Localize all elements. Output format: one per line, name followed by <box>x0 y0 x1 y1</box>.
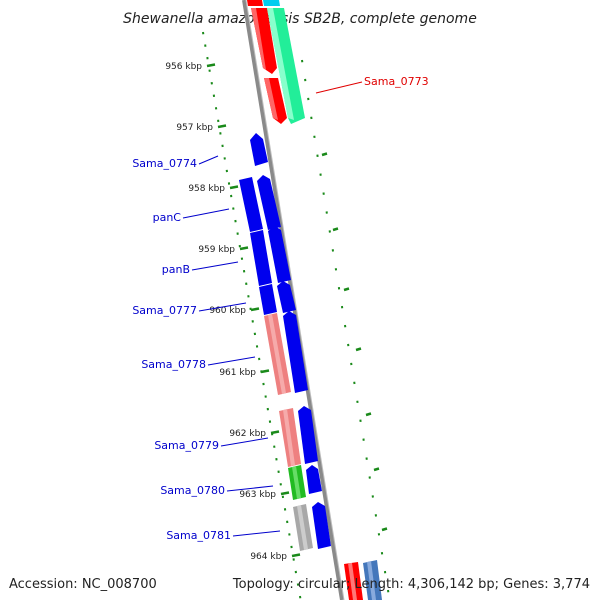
gene-block-red-2-shade <box>264 78 278 120</box>
gene-label-leader <box>220 437 269 447</box>
kbp-tick-mark <box>250 307 260 312</box>
gene-block-sama-0778-shade <box>268 314 286 394</box>
gene-block-sama-0778-blue[interactable] <box>283 311 308 393</box>
gene-label-sama-0777[interactable]: Sama_0777 <box>132 304 197 317</box>
kbp-ticks: 956 kbp 957 kbp 958 kbp 959 kbp 960 kbp 961 k… <box>165 62 388 562</box>
gene-label-leader <box>232 530 281 537</box>
kbp-tick-label: 958 kbp <box>188 184 225 194</box>
kbp-tick-mark <box>260 369 270 374</box>
gene-block-pan-4[interactable] <box>268 226 291 283</box>
minor-tick-mark <box>365 412 372 417</box>
accession-text: Accession: NC_008700 <box>9 577 157 592</box>
gene-block-top-red[interactable] <box>247 0 263 6</box>
gene-label-sama-0774[interactable]: Sama_0774 <box>132 157 197 170</box>
gene-features <box>239 0 382 600</box>
gene-block-sama-0780-blue[interactable] <box>306 465 322 494</box>
gene-label-leader <box>226 485 274 492</box>
gene-label-sama-0781[interactable]: Sama_0781 <box>166 529 231 542</box>
genome-backbone-highlight <box>245 0 345 600</box>
gene-block-sama-0773-shade <box>267 8 294 120</box>
kbp-tick-mark <box>206 63 216 68</box>
kbp-tick-label: 962 kbp <box>229 429 266 439</box>
gene-block-sama-0781-blue[interactable] <box>312 502 331 549</box>
genome-summary-text: Topology: circular; Length: 4,306,142 bp… <box>232 577 590 592</box>
gene-block-sama-0780-shade <box>292 466 301 499</box>
gene-block-pan-1[interactable] <box>239 177 263 232</box>
gene-label-leader <box>198 155 219 165</box>
kbp-tick-label: 959 kbp <box>198 245 235 255</box>
gene-label-leader <box>207 356 256 366</box>
gene-block-sama-0779-shade <box>283 409 295 466</box>
gene-label-panc[interactable]: panC <box>153 211 182 224</box>
kbp-tick-mark <box>270 430 280 435</box>
kbp-tick-label: 960 kbp <box>209 306 246 316</box>
gene-label-panb[interactable]: panB <box>162 263 190 276</box>
minor-tick-mark <box>343 287 350 292</box>
kbp-tick-mark <box>291 553 301 558</box>
gene-block-red-1-shade <box>251 8 266 70</box>
kbp-tick-mark <box>217 124 227 129</box>
kbp-tick-mark <box>229 185 239 190</box>
gene-label-leader <box>198 302 247 312</box>
gene-block-sama-0777-a[interactable] <box>259 284 277 315</box>
gene-block-bottom-steel-shade <box>367 561 376 600</box>
minor-tick-mark <box>355 347 362 352</box>
minor-tick-mark <box>321 152 328 157</box>
gene-block-sama-0781-shade <box>297 505 308 550</box>
map-title: Shewanella amazonensis SB2B, complete ge… <box>123 11 477 27</box>
minor-tick-mark <box>332 227 339 232</box>
gene-label-sama-0780[interactable]: Sama_0780 <box>160 484 225 497</box>
gene-block-sama-0774[interactable] <box>250 133 268 166</box>
gene-label-sama-0778[interactable]: Sama_0778 <box>141 358 206 371</box>
gene-block-sama-0779-blue[interactable] <box>298 406 318 464</box>
kbp-tick-mark <box>280 491 290 496</box>
gene-block-bottom-red-shade <box>348 563 357 600</box>
kbp-tick-label: 957 kbp <box>176 123 213 133</box>
gene-block-top-cyan[interactable] <box>263 0 280 6</box>
dotted-guides <box>202 31 390 599</box>
gene-label-leader <box>191 261 239 271</box>
kbp-tick-label: 961 kbp <box>219 368 256 378</box>
gene-label-leader <box>182 208 230 219</box>
kbp-tick-mark <box>239 246 249 251</box>
gene-label-sama-0773[interactable]: Sama_0773 <box>364 75 429 88</box>
gene-label-sama-0779[interactable]: Sama_0779 <box>154 439 219 452</box>
kbp-tick-label: 956 kbp <box>165 62 202 72</box>
kbp-tick-label: 963 kbp <box>239 490 276 500</box>
kbp-tick-label: 964 kbp <box>250 552 287 562</box>
gene-block-pan-2[interactable] <box>257 175 281 230</box>
gene-block-pan-3[interactable] <box>250 230 272 286</box>
minor-tick-mark <box>381 527 388 532</box>
gene-label-leader <box>315 81 363 94</box>
minor-tick-mark <box>373 467 380 472</box>
gene-labels: Sama_0773 Sama_0774 panC panB Sama_0777 Sama_… <box>132 75 428 542</box>
gene-block-sama-0777-b[interactable] <box>277 281 296 313</box>
